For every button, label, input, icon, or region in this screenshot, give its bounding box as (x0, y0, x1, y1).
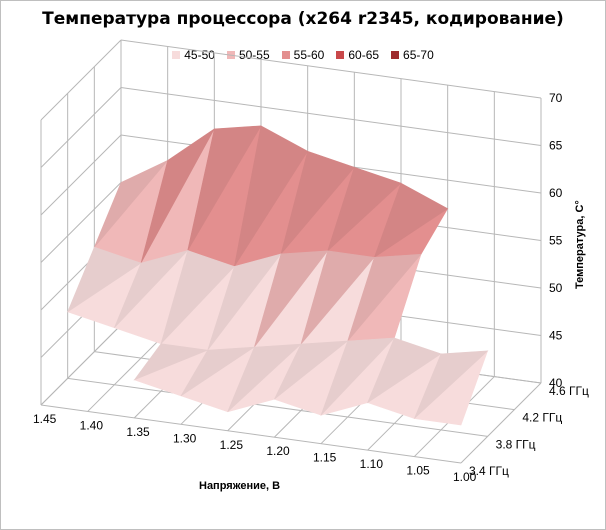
surface-facet (67, 246, 142, 313)
side-wall-gridline (40, 182, 122, 263)
legend-swatch (172, 51, 181, 59)
z-tick-label: 45 (549, 329, 563, 343)
x-tick-label: 1.30 (173, 431, 197, 445)
label-layer: 40 45 50 55 60 65 70 1.45 1.40 1.35 1.30 1.25 1.20 1.… (33, 91, 589, 492)
y-tick-label: 4.2 ГГц (522, 411, 562, 425)
legend-swatch (391, 51, 400, 59)
x-tick-label: 1.20 (266, 444, 290, 458)
legend: 45-50 50-55 55-60 60-65 65-70 (1, 48, 605, 62)
surface-facet (160, 250, 235, 344)
x-tick-label: 1.00 (453, 470, 477, 484)
x-tick-label: 1.45 (33, 412, 57, 426)
floor-gridline (40, 404, 462, 464)
surface-facet (180, 346, 256, 397)
legend-label: 50-55 (238, 48, 270, 62)
surface-facet (367, 337, 442, 404)
x-tick-label: 1.15 (313, 451, 337, 465)
x-tick-label: 1.40 (80, 418, 104, 432)
x-axis-title: Напряжение, В (199, 480, 280, 492)
z-tick-label: 55 (549, 234, 563, 248)
legend-label: 65-70 (403, 48, 434, 62)
legend-item: 55-60 (281, 48, 325, 62)
floor-gridline (460, 382, 542, 464)
floor-gridline (87, 331, 169, 412)
z-tick-label: 65 (549, 139, 563, 153)
legend-label: 55-60 (293, 48, 325, 62)
z-tick-label: 70 (549, 91, 563, 105)
side-wall-gridline (40, 39, 122, 121)
surface-facet (254, 250, 329, 348)
x-tick-label: 1.25 (220, 438, 244, 452)
floor-gridline (67, 377, 488, 437)
surface-facet (234, 125, 309, 267)
surface-layer (66, 125, 489, 426)
legend-item: 65-70 (391, 48, 434, 62)
surface-facet (94, 160, 168, 248)
legend-label: 60-65 (348, 48, 380, 62)
surface-facet (140, 128, 215, 264)
surface-facet (373, 182, 449, 259)
surface-facet (280, 150, 355, 255)
surface-facet (114, 249, 189, 328)
back-wall-gridline (120, 87, 542, 146)
z-tick-label: 60 (549, 186, 563, 200)
floor-gridline (40, 324, 122, 406)
x-tick-label: 1.35 (126, 425, 150, 439)
surface-facet (327, 166, 402, 252)
surface-facet (133, 343, 209, 381)
surface-facet (274, 340, 349, 400)
surface-facet (187, 125, 262, 251)
y-tick-label: 3.8 ГГц (496, 437, 536, 451)
side-wall-gridline (40, 87, 122, 168)
surface-facet (227, 343, 302, 412)
back-wall-gridline (120, 39, 542, 99)
legend-swatch (281, 51, 290, 59)
side-wall-gridline (40, 134, 122, 216)
legend-item: 60-65 (336, 48, 379, 62)
legend-swatch (336, 51, 345, 59)
surface-facet (414, 350, 489, 419)
surface-facet (207, 253, 282, 351)
y-tick-label: 4.6 ГГц (549, 384, 589, 398)
z-tick-label: 40 (549, 376, 563, 390)
x-tick-label: 1.10 (360, 457, 384, 471)
surface-facet (347, 253, 422, 342)
x-tick-label: 1.05 (406, 464, 430, 478)
chart-title: Температура процессора (x264 r2345, коди… (42, 9, 564, 29)
y-tick-label: 3.4 ГГц (469, 464, 509, 478)
z-axis-title: Температура, C° (574, 200, 586, 289)
surface-facet (320, 337, 396, 416)
z-tick-label: 50 (549, 281, 563, 295)
surface-facet (300, 250, 375, 345)
